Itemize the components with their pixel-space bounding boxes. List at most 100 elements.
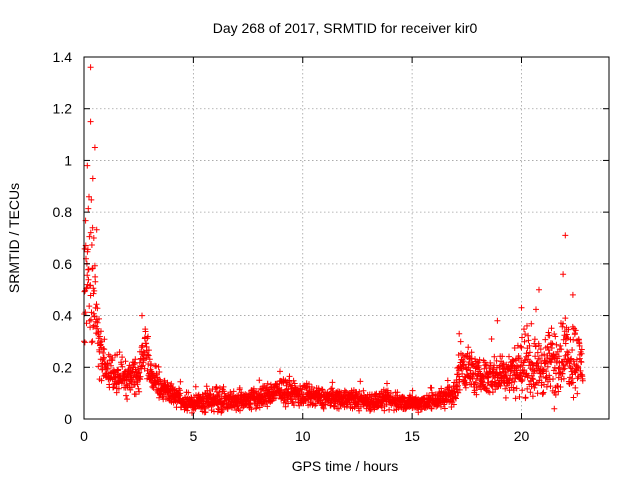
data-point [139,312,145,319]
data-point [577,367,584,374]
data-point [541,351,548,358]
data-point [456,376,463,383]
data-point [569,365,576,372]
data-point [532,343,539,350]
data-point [455,382,461,389]
data-point [506,353,512,360]
data-point [335,405,342,412]
data-point [527,389,534,396]
data-point [85,205,92,212]
data-point [164,379,171,386]
data-point [559,323,566,330]
data-point [543,383,550,390]
data-point [523,371,529,378]
data-point [560,320,566,327]
data-point [529,375,536,382]
data-point [101,346,108,353]
data-point [488,336,495,342]
data-point [83,284,90,291]
data-point [170,384,177,391]
data-point [553,341,560,348]
data-point [525,352,532,359]
data-point [356,407,363,414]
data-point [517,343,524,350]
data-point [572,330,578,337]
data-point [473,391,480,398]
data-point [124,396,131,403]
data-point [356,388,363,395]
data-point [189,409,195,416]
data-point [88,339,95,346]
data-point [540,389,547,396]
y-tick-label: 0.6 [53,256,73,272]
data-point [409,387,416,394]
data-point [529,361,536,368]
data-point [379,404,385,411]
data-point [387,390,394,397]
data-point [534,349,541,356]
data-point [418,406,425,413]
data-point [140,359,147,366]
data-point [92,278,99,285]
data-point [519,334,525,341]
data-point [574,390,581,397]
data-point [116,349,123,356]
data-point [570,379,576,386]
data-point [555,353,562,360]
data-point [562,232,569,239]
data-point [132,391,139,398]
x-tick-label: 10 [295,428,311,444]
data-point [548,325,555,332]
data-point [524,322,530,329]
data-point [533,306,539,313]
data-point [561,328,568,335]
grid [84,57,609,419]
data-point [247,401,254,408]
data-point [441,405,448,412]
data-point [386,406,393,413]
data-point [87,118,94,125]
data-point [84,272,91,279]
data-point [139,342,146,349]
data-point [573,356,580,363]
data-point [256,377,263,384]
y-tick-label: 1.4 [53,49,73,65]
data-point [91,287,98,294]
data-point [531,336,538,343]
data-point [456,386,463,393]
data-point [148,361,155,367]
data-point [115,385,122,392]
data-point [572,327,579,334]
data-point [536,342,542,349]
data-point [562,361,569,368]
data-point [119,363,126,370]
data-point [177,378,184,385]
data-point [145,352,152,359]
data-point [562,315,569,322]
data-point [90,285,97,292]
data-point [478,386,485,393]
data-point [109,357,116,364]
data-point [549,340,556,347]
data-point [185,389,192,396]
data-point [115,366,122,373]
data-point [108,362,114,369]
data-point [552,391,559,398]
data-point [569,347,576,353]
data-point [536,356,543,362]
data-point [86,233,93,240]
data-point [84,162,91,169]
data-point [516,355,523,362]
data-point [546,350,553,357]
data-point [460,365,466,372]
data-point [524,385,531,392]
data-point [463,379,470,386]
data-point [578,359,585,366]
data-point [306,381,312,388]
data-point [88,242,95,248]
data-point [142,328,149,335]
data-point [290,377,297,384]
data-point [329,379,336,386]
data-point [473,375,480,382]
data-point [86,193,92,200]
